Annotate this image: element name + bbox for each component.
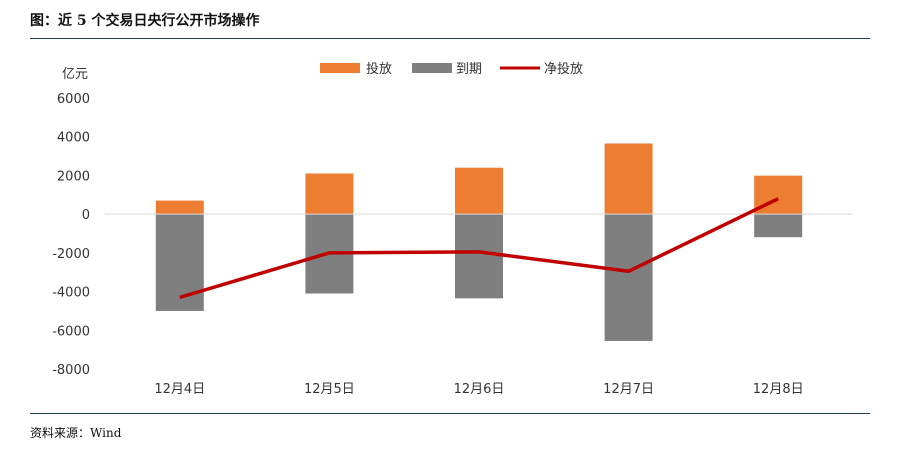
y-tick-label: -8000 — [52, 363, 90, 378]
x-tick-label: 12月4日 — [154, 382, 205, 397]
bar-put — [155, 200, 204, 215]
x-axis: 12月4日 12月5日 12月6日 12月7日 12月8日 — [154, 382, 803, 397]
top-rule — [30, 38, 870, 39]
legend-label-net: 净投放 — [544, 61, 583, 77]
bar-due — [155, 214, 204, 311]
y-tick-label: -6000 — [52, 324, 90, 339]
bar-put — [604, 143, 653, 215]
legend-swatch-due — [412, 63, 452, 73]
y-tick-label: -2000 — [52, 247, 90, 262]
legend: 投放 到期 净投放 — [320, 61, 583, 77]
bar-due — [754, 214, 803, 238]
legend-swatch-put — [320, 63, 360, 73]
y-tick-label: 6000 — [57, 92, 90, 107]
x-tick-label: 12月6日 — [454, 382, 505, 397]
y-tick-label: 0 — [82, 208, 90, 223]
legend-label-due: 到期 — [456, 62, 482, 77]
x-tick-label: 12月5日 — [304, 382, 355, 397]
x-tick-label: 12月7日 — [603, 382, 654, 397]
y-tick-label: -4000 — [52, 286, 90, 301]
bars-layer — [155, 143, 803, 341]
net-line-layer — [179, 197, 779, 300]
y-tick-label: 4000 — [57, 131, 90, 146]
chart-area: 亿元 投放 到期 净投放 6000 4000 2000 0 -2000 -4000 -600… — [52, 61, 853, 397]
legend-label-put: 投放 — [366, 61, 392, 77]
bar-due — [604, 214, 653, 341]
source-note: 资料来源：Wind — [30, 426, 122, 440]
bar-due — [455, 214, 503, 299]
bar-put — [305, 173, 354, 215]
y-axis: 6000 4000 2000 0 -2000 -4000 -6000 -8000 — [52, 92, 90, 378]
bar-put — [455, 167, 503, 215]
y-tick-label: 2000 — [57, 169, 90, 184]
chart-title: 图：近 5 个交易日央行公开市场操作 — [30, 13, 260, 29]
y-axis-unit-label: 亿元 — [62, 67, 88, 82]
bottom-rule — [30, 413, 870, 414]
x-tick-label: 12月8日 — [753, 382, 804, 397]
